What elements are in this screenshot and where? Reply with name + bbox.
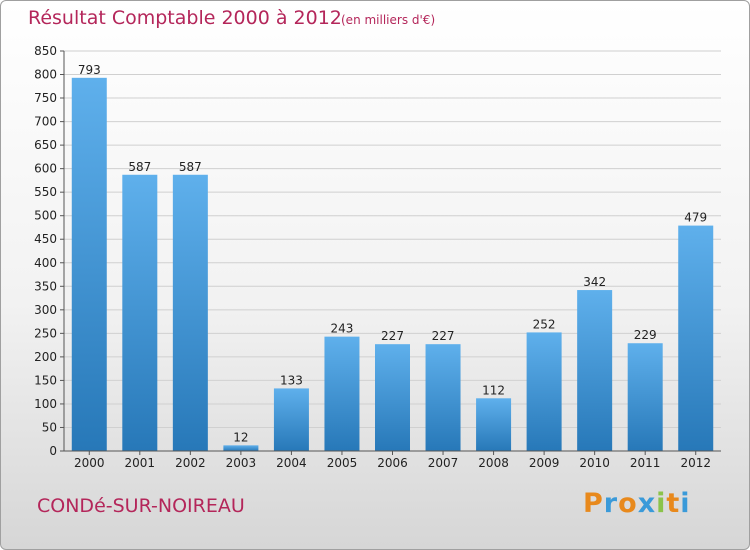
y-tick-label: 100 — [34, 397, 57, 411]
data-label-2005: 243 — [331, 322, 354, 336]
data-label-2009: 252 — [533, 317, 556, 331]
bar-2000 — [71, 77, 107, 451]
y-tick-label: 750 — [34, 91, 57, 105]
commune-name: CONDé-SUR-NOIREAU — [37, 495, 245, 517]
data-label-2006: 227 — [381, 329, 404, 343]
y-tick-label: 550 — [34, 185, 57, 199]
y-tick-label: 200 — [34, 350, 57, 364]
data-label-2003: 12 — [233, 430, 248, 444]
chart-title: Résultat Comptable 2000 à 2012 — [28, 7, 342, 29]
bar-2011 — [627, 343, 663, 451]
x-tick-label-2011: 2011 — [630, 456, 661, 470]
y-tick-label: 800 — [34, 68, 57, 82]
logo-letter: t — [666, 488, 681, 519]
x-tick-label-2003: 2003 — [226, 456, 257, 470]
x-tick-label-2000: 2000 — [74, 456, 105, 470]
data-label-2010: 342 — [583, 275, 606, 289]
x-tick-label-2009: 2009 — [529, 456, 560, 470]
data-label-2004: 133 — [280, 373, 303, 387]
y-tick-label: 300 — [34, 303, 57, 317]
logo-letter: P — [583, 488, 604, 519]
x-axis-ticks: 2000 2001 2002 2003 2004 2005 2006 2007 2008 2009… — [74, 451, 711, 470]
data-label-2011: 229 — [634, 328, 657, 342]
y-tick-label: 50 — [42, 420, 57, 434]
bars: 793 587 587 12 133 243 227 227 112 252 342 229 479 — [71, 63, 714, 451]
data-label-2001: 587 — [128, 160, 151, 174]
y-tick-label: 400 — [34, 256, 57, 270]
data-label-2000: 793 — [78, 63, 101, 77]
chart-unit: (en milliers d'€) — [341, 13, 436, 27]
x-tick-label-2005: 2005 — [327, 456, 358, 470]
bar-2008 — [476, 398, 512, 451]
y-tick-label: 600 — [34, 162, 57, 176]
bar-2002 — [172, 174, 208, 451]
x-tick-label-2007: 2007 — [428, 456, 459, 470]
logo-letter: o — [618, 488, 638, 519]
logo-letter: i — [656, 488, 667, 519]
x-tick-label-2012: 2012 — [680, 456, 711, 470]
y-tick-label: 500 — [34, 209, 57, 223]
x-tick-label-2004: 2004 — [276, 456, 307, 470]
x-tick-label-2008: 2008 — [478, 456, 509, 470]
bar-2010 — [577, 290, 613, 451]
y-tick-label: 650 — [34, 138, 57, 152]
data-label-2002: 587 — [179, 160, 202, 174]
bar-2003 — [223, 445, 259, 451]
bar-2001 — [122, 174, 158, 451]
y-tick-label: 700 — [34, 115, 57, 129]
data-label-2012: 479 — [684, 211, 707, 225]
bar-2004 — [273, 388, 309, 451]
y-tick-label: 250 — [34, 326, 57, 340]
data-label-2008: 112 — [482, 383, 505, 397]
bar-2006 — [375, 344, 410, 451]
data-label-2007: 227 — [432, 329, 455, 343]
y-tick-label: 150 — [34, 373, 57, 387]
y-tick-label: 0 — [49, 444, 57, 458]
proxiti-logo: Proxiti — [583, 488, 691, 519]
logo-letter: i — [680, 488, 691, 519]
x-tick-label-2001: 2001 — [125, 456, 156, 470]
bar-2005 — [324, 336, 360, 451]
bar-2009 — [526, 332, 562, 451]
y-tick-label: 350 — [34, 279, 57, 293]
y-tick-label: 850 — [34, 44, 57, 58]
y-axis-ticks: 0 50 100 150 200 250 300 350 400 450 500 550 600 650 7… — [34, 44, 64, 458]
logo-letter: r — [603, 488, 619, 519]
bar-2007 — [425, 344, 461, 451]
x-tick-label-2002: 2002 — [175, 456, 206, 470]
y-tick-label: 450 — [34, 232, 57, 246]
bar-2012 — [678, 225, 714, 451]
x-tick-label-2006: 2006 — [377, 456, 408, 470]
logo-letter: x — [637, 488, 657, 519]
x-tick-label-2010: 2010 — [579, 456, 610, 470]
